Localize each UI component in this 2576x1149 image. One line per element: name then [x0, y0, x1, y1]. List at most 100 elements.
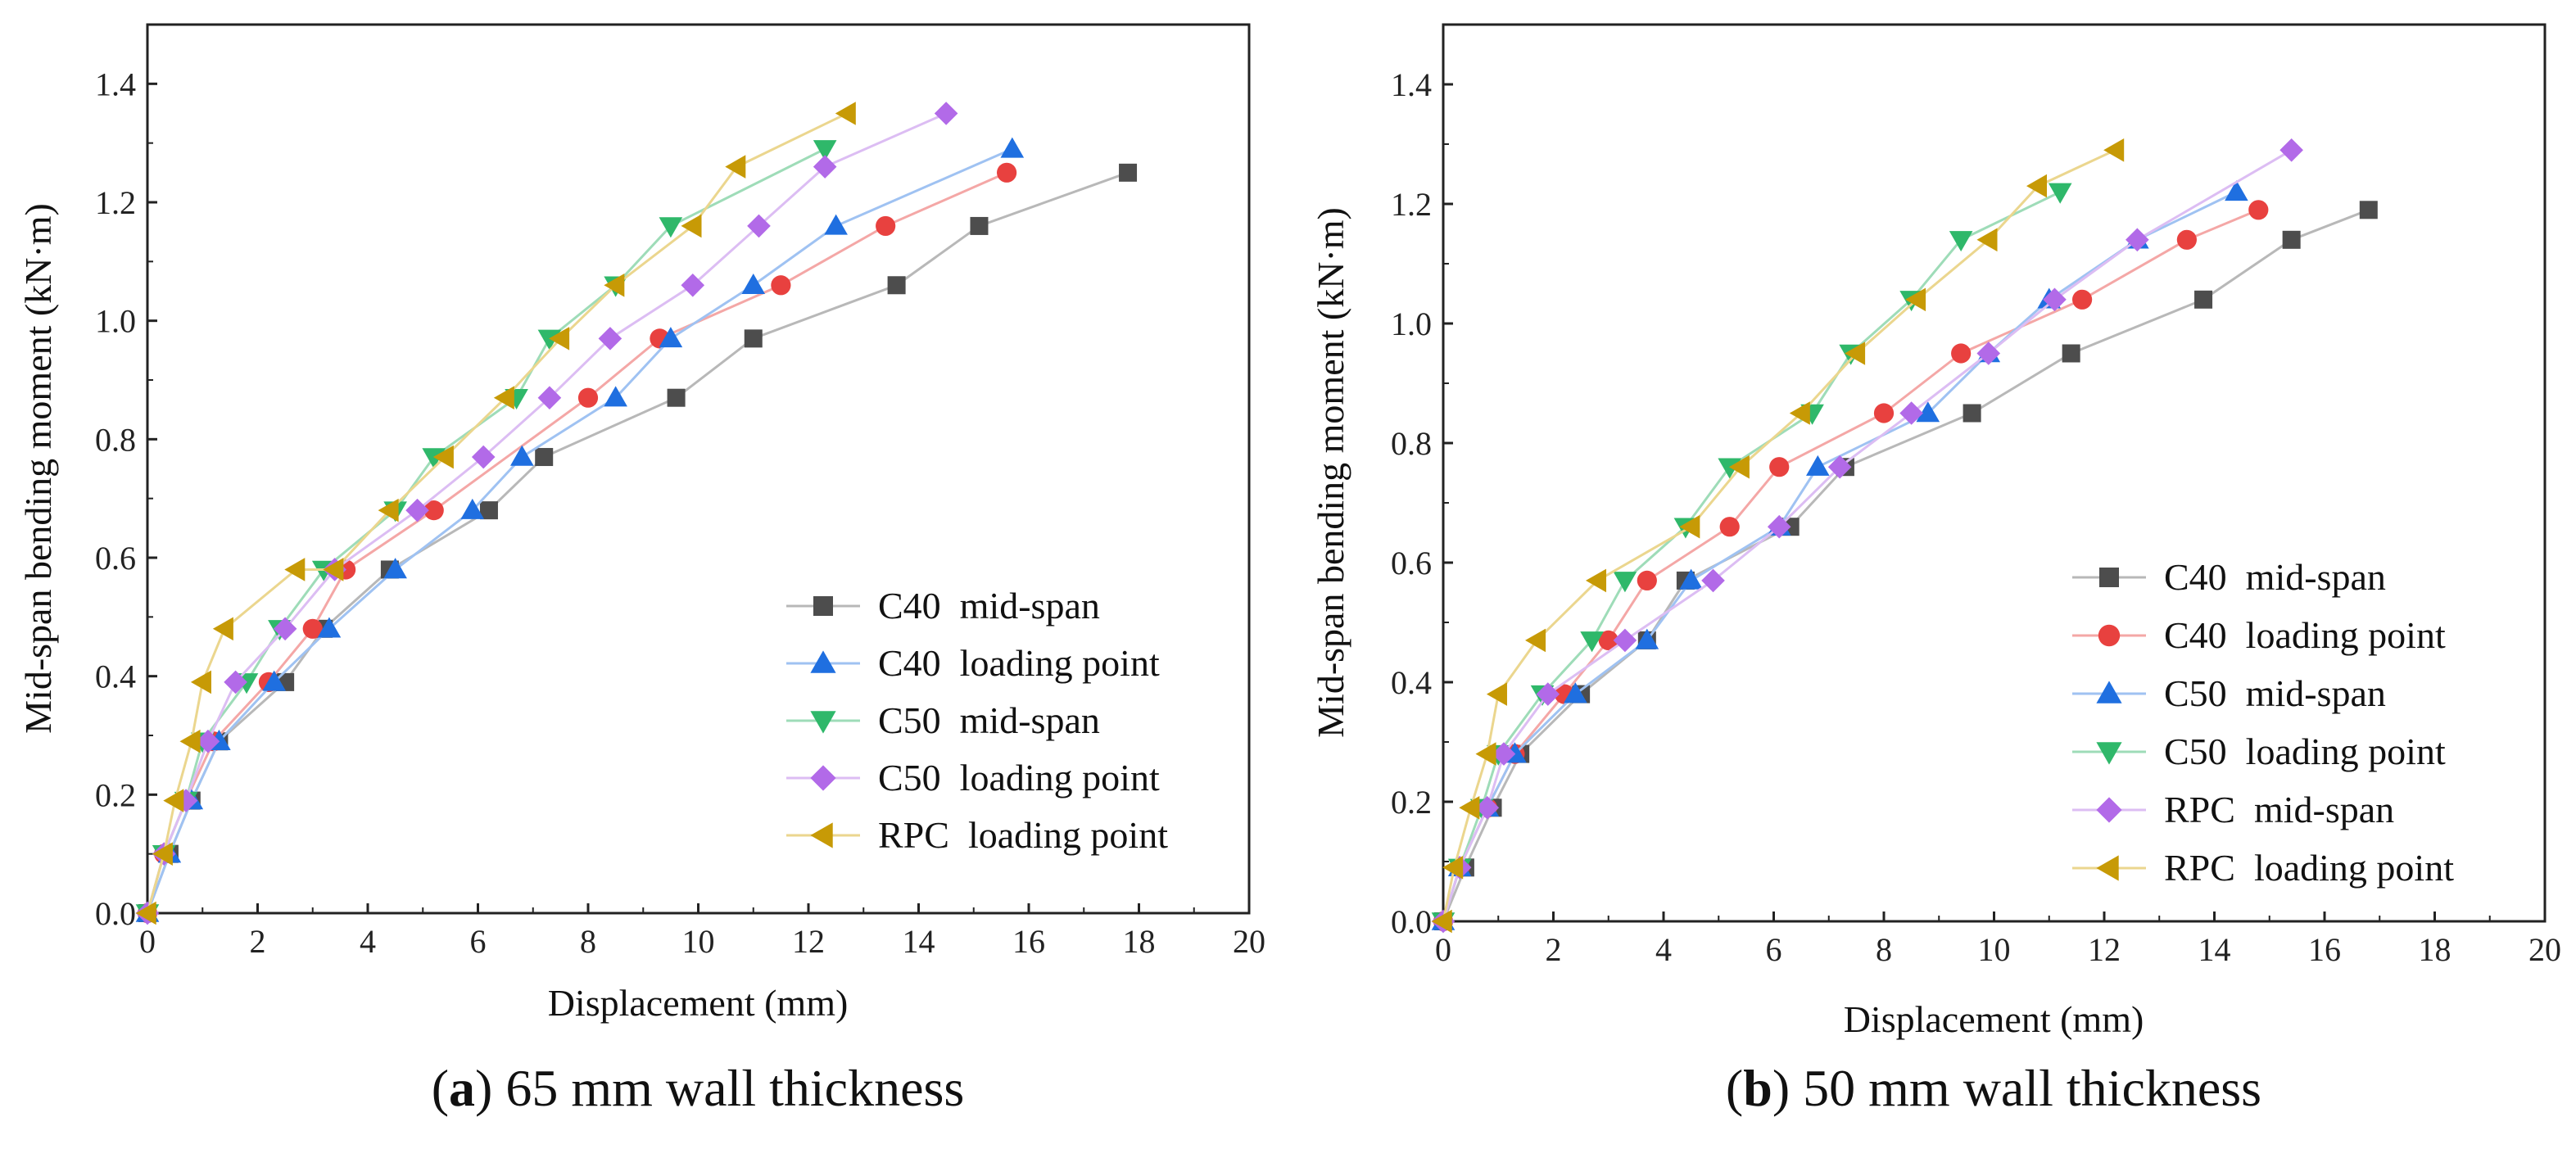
data-point — [604, 273, 625, 297]
data-point — [1845, 342, 1866, 365]
x-tick-label-a: 14 — [903, 923, 935, 960]
y-tick-label-b: 0.4 — [1391, 664, 1432, 701]
y-tick-label-a: 0.8 — [95, 421, 136, 458]
x-tick-label-b: 12 — [2088, 931, 2121, 968]
series-line — [1442, 191, 2061, 922]
legend-marker — [2099, 568, 2119, 587]
data-point — [378, 498, 399, 522]
data-point — [747, 214, 771, 238]
data-point — [510, 445, 534, 466]
legend-label: C40 loading point — [2164, 614, 2446, 656]
data-point — [317, 617, 342, 638]
data-point — [196, 729, 220, 753]
axes-a: 0 2 4 6 8 10 12 14 16 18 20 0.0 0.2 0.4 0.6 0.8 1.0 1.2 1.… — [95, 24, 1265, 960]
legend-entry: C50 loading point — [2072, 731, 2446, 772]
legend-marker — [2096, 797, 2122, 823]
data-point — [997, 162, 1017, 183]
legend-label: C50 loading point — [878, 757, 1160, 798]
data-point — [2072, 289, 2093, 310]
data-point — [1613, 628, 1637, 653]
caption-text-b: 50 mm wall thickness — [1790, 1059, 2261, 1117]
data-point — [262, 670, 286, 691]
data-point — [432, 445, 454, 469]
legend-entry: C50 loading point — [786, 757, 1160, 798]
legend-entry: C40 loading point — [786, 642, 1160, 684]
data-point — [163, 789, 184, 812]
series-line — [146, 147, 1013, 914]
chart-panel-a: 0 2 4 6 8 10 12 14 16 18 20 0.0 0.2 0.4 0.6 0.8 1.0 1.2 1.… — [17, 23, 1265, 1117]
legend-marker — [2096, 742, 2122, 765]
series-a-1 — [137, 162, 1017, 924]
x-tick-label-a: 12 — [792, 923, 825, 960]
data-point — [493, 386, 514, 409]
data-point — [725, 155, 746, 179]
data-point — [1564, 682, 1587, 703]
data-point — [1976, 342, 2001, 365]
series-b-3 — [1431, 183, 2072, 934]
x-tick-label-a: 4 — [360, 923, 376, 960]
y-tick-label-a: 1.4 — [95, 66, 136, 102]
series-b-1 — [1433, 200, 2269, 932]
data-point — [1899, 401, 1923, 425]
data-point — [876, 215, 896, 237]
data-point — [1536, 682, 1560, 706]
legend-marker — [2096, 855, 2119, 881]
data-point — [383, 558, 407, 579]
y-tick-label-b: 0.2 — [1391, 784, 1432, 821]
y-tick-label-b: 1.0 — [1391, 305, 1432, 342]
x-tick-label-b: 10 — [1978, 931, 2011, 968]
data-point — [1728, 455, 1750, 479]
data-point — [323, 558, 344, 581]
legend-label: C50 mid-span — [2164, 672, 2386, 714]
data-point — [1475, 796, 1500, 820]
data-point — [2043, 287, 2067, 312]
data-point — [2048, 183, 2072, 204]
data-point — [934, 102, 958, 125]
data-point — [1492, 742, 1516, 766]
x-tick-label-a: 20 — [1233, 923, 1265, 960]
data-point — [471, 445, 496, 469]
x-tick-label-b: 14 — [2198, 931, 2231, 968]
data-point — [273, 617, 297, 641]
y-tick-label-b: 0.8 — [1391, 425, 1432, 462]
data-point — [2103, 138, 2125, 162]
series-line — [1442, 191, 2238, 922]
data-point — [2176, 229, 2197, 250]
data-point — [970, 216, 989, 235]
data-point — [681, 273, 705, 297]
data-point — [577, 387, 599, 408]
data-point — [1486, 682, 1507, 706]
data-point — [1767, 514, 1791, 539]
legend-entry: C50 mid-span — [2072, 672, 2386, 714]
y-tick-label-a: 0.4 — [95, 658, 136, 695]
data-point — [423, 500, 444, 521]
caption-letter-b: b — [1743, 1059, 1772, 1117]
legend-label: RPC mid-span — [2164, 789, 2394, 830]
chart-panel-b: 0 2 4 6 8 10 12 14 16 18 20 0.0 0.2 0.4 0.6 0.8 1.0 1.2 1.… — [1310, 23, 2561, 1117]
data-point — [2062, 344, 2080, 363]
y-tick-label-b: 1.2 — [1391, 186, 1432, 223]
x-tick-label-a: 0 — [139, 923, 156, 960]
data-point — [604, 386, 627, 407]
data-point — [1679, 514, 1700, 539]
data-point — [659, 217, 683, 238]
x-tick-label-b: 0 — [1435, 931, 1451, 968]
caption-text-a: 65 mm wall thickness — [492, 1059, 964, 1117]
legend-marker — [810, 650, 836, 673]
legend-b: C40 mid-span C40 loading point C50 mid-spa… — [2072, 556, 2454, 889]
data-point — [179, 729, 201, 753]
data-point — [1827, 455, 1852, 479]
y-axis-title-b: Mid-span bending moment (kN·m) — [1310, 207, 1351, 738]
data-point — [2225, 180, 2248, 201]
series-a-2 — [135, 137, 1025, 922]
legend-marker — [810, 765, 836, 791]
legend-entry: RPC loading point — [786, 814, 1168, 856]
data-point — [190, 670, 211, 694]
data-point — [1719, 517, 1740, 537]
data-point — [1769, 457, 1790, 477]
x-axis-title-b: Displacement (mm) — [1844, 998, 2144, 1040]
legend-label: C50 mid-span — [878, 699, 1100, 741]
series-b-5 — [1431, 138, 2125, 934]
legend-label: RPC loading point — [878, 814, 1168, 856]
legend-entry: RPC loading point — [2072, 847, 2454, 889]
